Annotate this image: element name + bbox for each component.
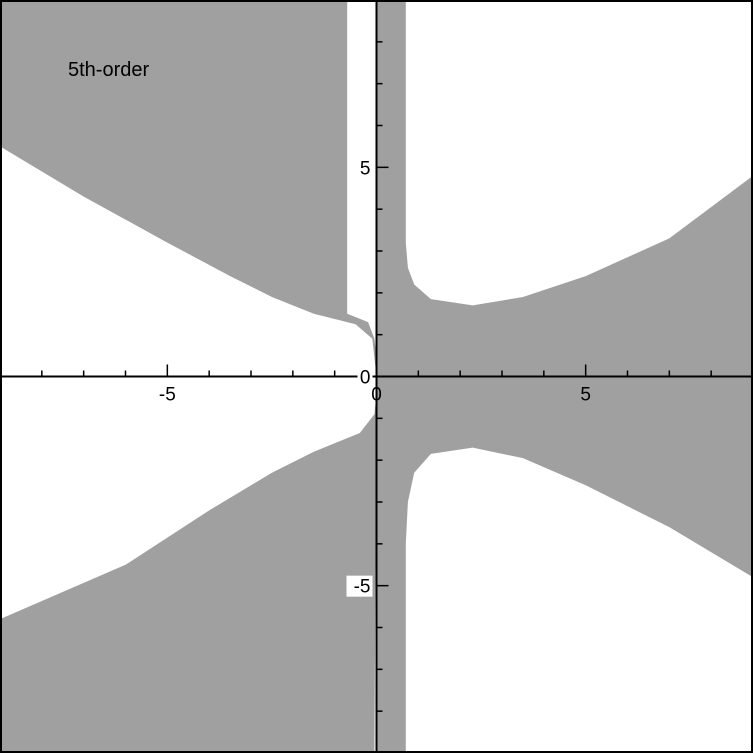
y-tick-label: 0 — [360, 368, 371, 389]
region-upper-left — [0, 0, 377, 377]
tick-labels: -5 0 5 5 0 -5 — [159, 157, 591, 598]
y-tick-label: -5 — [354, 577, 371, 598]
x-tick-label: 5 — [580, 385, 591, 406]
region-lower-left — [0, 393, 377, 753]
chart-title: 5th-order — [68, 59, 149, 81]
y-tick-label: 5 — [360, 158, 371, 179]
y-tick-label-background — [357, 366, 373, 388]
x-tick-label: -5 — [159, 385, 176, 406]
y-tick-label-background — [346, 575, 373, 597]
y-tick-label-background — [357, 157, 373, 179]
x-tick-label: 0 — [371, 385, 382, 406]
